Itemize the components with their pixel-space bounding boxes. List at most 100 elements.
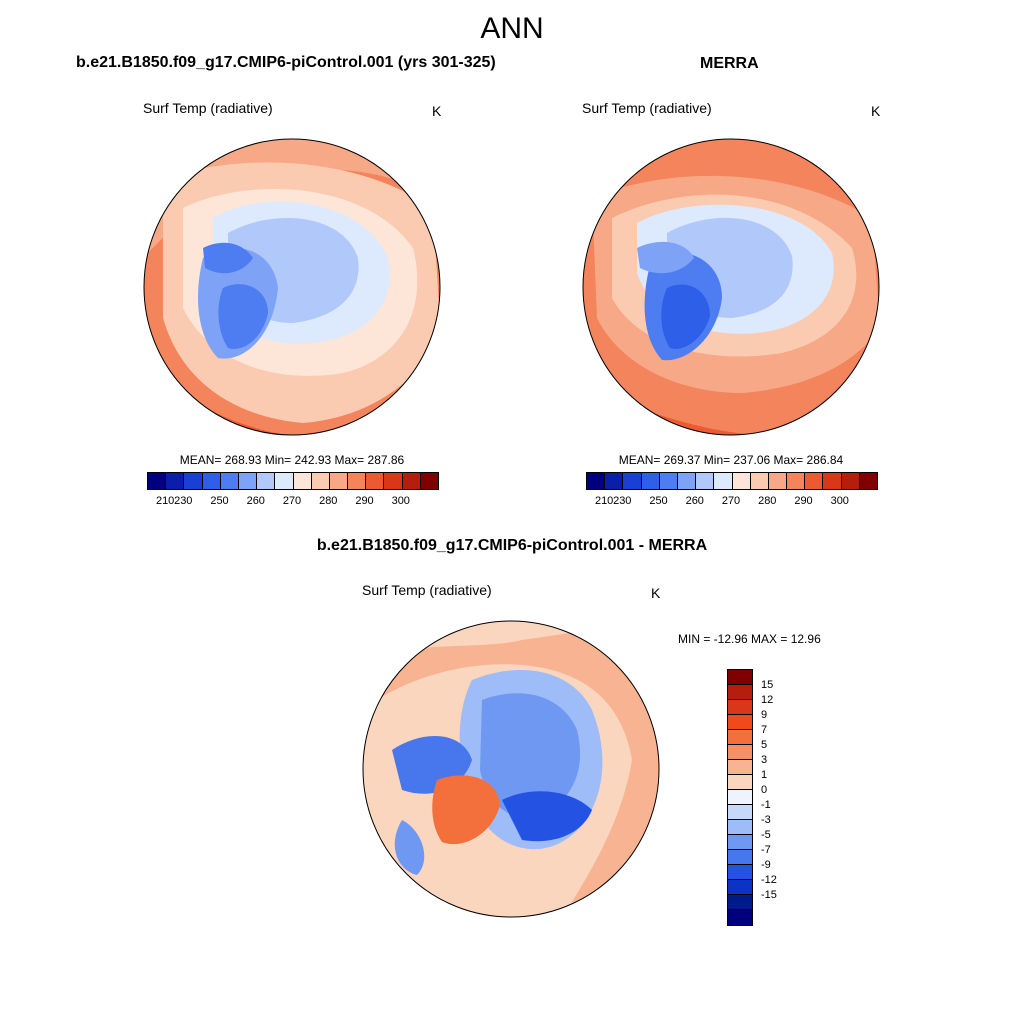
colorbar-tick-label: 0 — [761, 784, 768, 796]
colorbar-box — [750, 473, 769, 489]
colorbar-box — [184, 473, 203, 489]
region-greenland-warm — [432, 775, 500, 845]
colorbar-box — [420, 473, 438, 489]
colorbar-box — [275, 473, 294, 489]
variable-label-diff: Surf Temp (radiative) — [362, 582, 492, 598]
colorbar-box — [859, 473, 877, 489]
colorbar-box — [329, 473, 349, 489]
colorbar-box — [714, 473, 733, 489]
region-archipelago — [203, 242, 253, 274]
colorbar-box — [787, 473, 806, 489]
region-greenland-2 — [661, 284, 710, 349]
colorbar-box — [728, 805, 752, 820]
units-label-obs: K — [871, 103, 881, 119]
colorbar-tick-label: 12 — [761, 694, 774, 706]
variable-label-obs: Surf Temp (radiative) — [582, 100, 712, 116]
colorbar-box — [384, 473, 403, 489]
colorbar-tick-label: 300 — [830, 495, 849, 507]
colorbar-tick-label: 300 — [391, 495, 410, 507]
stats-obs: MEAN= 269.37 Min= 237.06 Max= 286.84 — [618, 453, 844, 467]
region-greenland-2 — [218, 284, 268, 349]
colorbar-box — [728, 745, 752, 760]
colorbar-tick-label: 270 — [721, 495, 741, 507]
colorbar-tick-label: 3 — [761, 754, 768, 766]
colorbar-box — [823, 473, 842, 489]
colorbar-box — [728, 880, 752, 895]
colorbar-box — [220, 473, 239, 489]
colorbar-ticks-diff: 15 12 9 7 5 3 1 0 -1 -3 -5 -7 -9 -12 -15 — [761, 669, 801, 924]
colorbar-box — [293, 473, 312, 489]
colorbar-box — [623, 473, 642, 489]
colorbar-box — [696, 473, 715, 489]
colorbar-ticks-obs: 210 230 250 260 270 280 290 300 — [586, 495, 876, 509]
colorbar-box — [257, 473, 276, 489]
colorbar-box — [728, 730, 752, 745]
colorbar-box — [148, 473, 167, 489]
colorbar-box — [728, 775, 752, 790]
colorbar-tick-label: 290 — [794, 495, 813, 507]
colorbar-tick-label: 280 — [758, 495, 777, 507]
polar-map-obs — [582, 138, 880, 436]
colorbar-diff — [727, 669, 753, 926]
colorbar-tick-label: -7 — [761, 844, 771, 856]
region-ocean-cooler — [480, 693, 581, 818]
region-strong-cool — [502, 791, 592, 842]
colorbar-box — [728, 850, 752, 865]
panel-title-obs: MERRA — [700, 55, 759, 72]
colorbar-tick-label: 250 — [210, 495, 229, 507]
colorbar-tick-label: -1 — [761, 799, 771, 811]
colorbar-tick-label: 1 — [761, 769, 768, 781]
colorbar-box — [728, 685, 752, 700]
colorbar-box — [728, 895, 752, 910]
colorbar-box — [166, 473, 185, 489]
colorbar-box — [728, 835, 752, 850]
colorbar-box — [605, 473, 624, 489]
stats-diff: MIN = -12.96 MAX = 12.96 — [678, 632, 821, 646]
colorbar-box — [238, 473, 258, 489]
colorbar-box — [728, 715, 752, 730]
colorbar-box — [587, 473, 606, 489]
colorbar-box — [728, 670, 752, 685]
map-outline — [582, 138, 880, 436]
polar-map-model — [143, 138, 441, 436]
colorbar-tick-label: -15 — [761, 889, 777, 901]
colorbar-box — [728, 700, 752, 715]
colorbar-tick-label: -5 — [761, 829, 771, 841]
variable-label-model: Surf Temp (radiative) — [143, 100, 273, 116]
units-label-diff: K — [651, 585, 661, 601]
colorbar-box — [732, 473, 751, 489]
colorbar-tick-label: 7 — [761, 724, 768, 736]
colorbar-box — [728, 820, 752, 835]
colorbar-tick-label: 230 — [174, 495, 193, 507]
colorbar-box — [728, 760, 752, 775]
colorbar-box — [348, 473, 367, 489]
colorbar-ticks-model: 210 230 250 260 270 280 290 300 — [147, 495, 437, 509]
colorbar-box — [659, 473, 678, 489]
colorbar-tick-label: -9 — [761, 859, 771, 871]
colorbar-tick-label: 260 — [246, 495, 265, 507]
colorbar-tick-label: 260 — [685, 495, 704, 507]
region-coast-cool — [394, 820, 425, 875]
map-outline — [362, 620, 660, 918]
main-title: ANN — [480, 12, 544, 45]
map-outline — [143, 138, 441, 436]
colorbar-model — [147, 472, 439, 490]
colorbar-box — [841, 473, 860, 489]
colorbar-box — [402, 473, 421, 489]
colorbar-box — [728, 910, 752, 925]
colorbar-tick-label: -3 — [761, 814, 771, 826]
colorbar-box — [366, 473, 385, 489]
colorbar-obs — [586, 472, 878, 490]
colorbar-box — [641, 473, 660, 489]
colorbar-tick-label: 5 — [761, 739, 768, 751]
colorbar-box — [677, 473, 697, 489]
colorbar-tick-label: 15 — [761, 679, 774, 691]
polar-map-diff — [362, 620, 660, 918]
region-archipelago — [637, 241, 694, 274]
colorbar-tick-label: 9 — [761, 709, 768, 721]
colorbar-tick-label: 280 — [319, 495, 338, 507]
colorbar-tick-label: 290 — [355, 495, 374, 507]
colorbar-box — [202, 473, 221, 489]
colorbar-box — [768, 473, 788, 489]
stats-model: MEAN= 268.93 Min= 242.93 Max= 287.86 — [179, 453, 405, 467]
